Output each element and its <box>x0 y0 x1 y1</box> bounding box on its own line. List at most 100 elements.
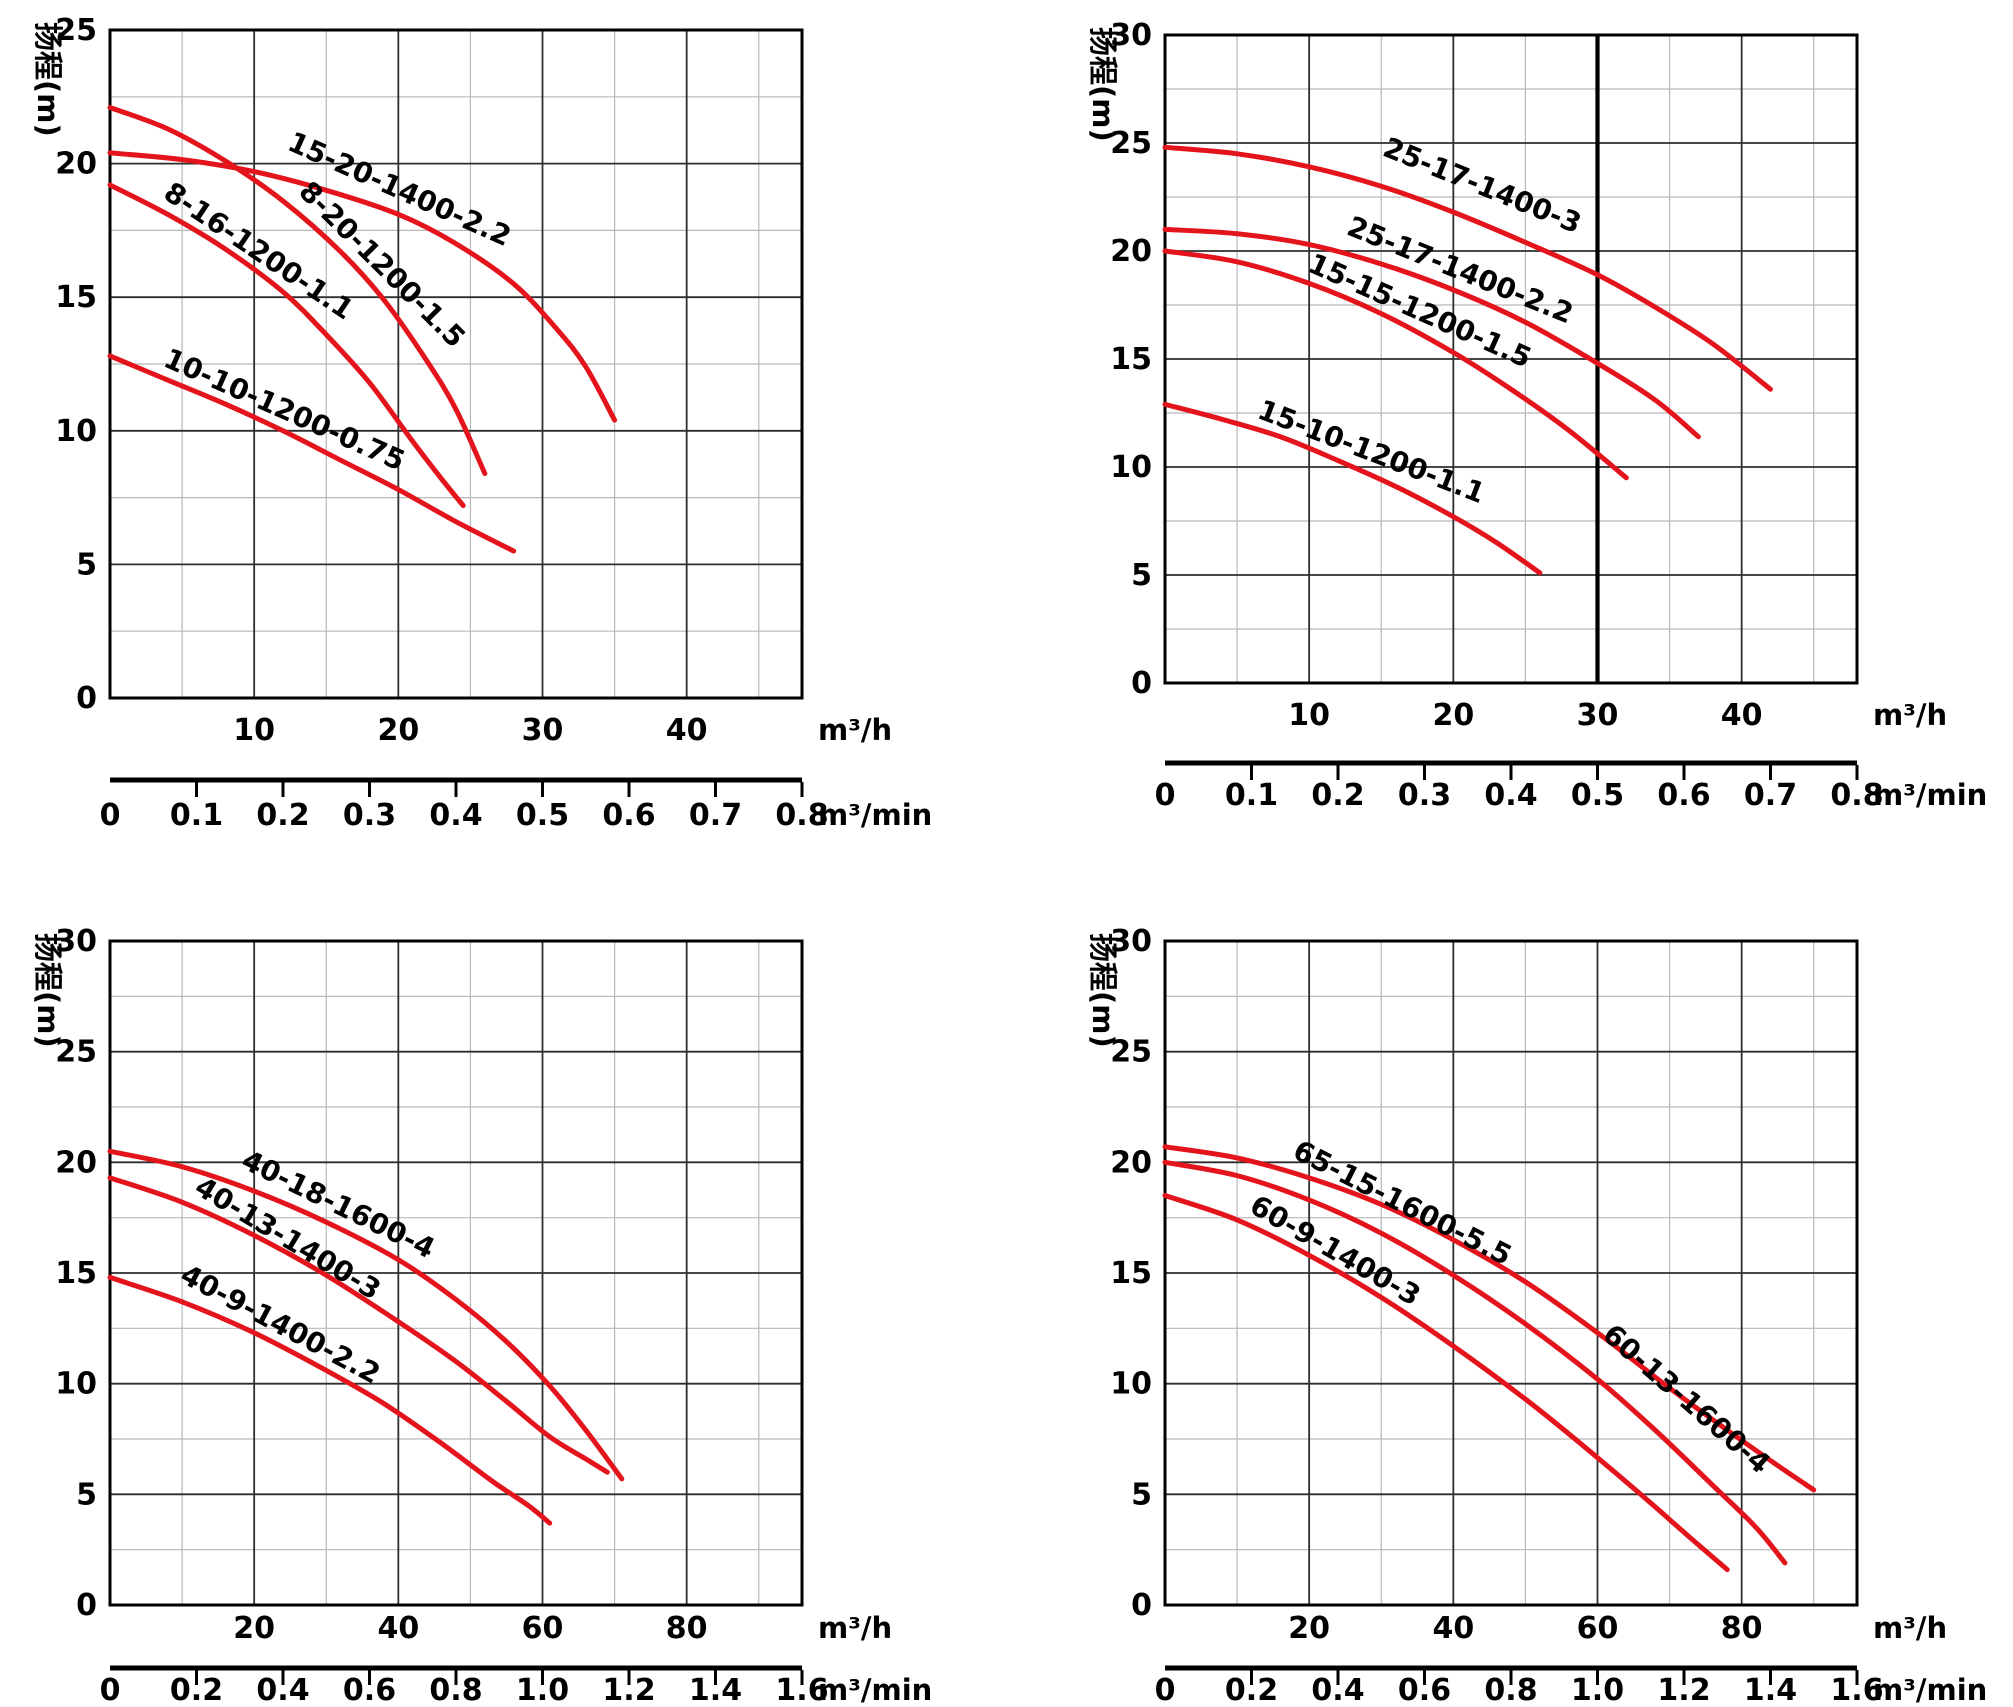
y-tick-label-15: 15 <box>55 280 97 315</box>
y-tick-label-0: 0 <box>76 681 97 716</box>
y-tick-label-30: 30 <box>1110 18 1152 53</box>
secondary-tick-label-0.6: 0.6 <box>602 798 655 833</box>
y-tick-label-15: 15 <box>1110 342 1152 377</box>
y-axis-title: 扬程(m) <box>1086 933 1120 1048</box>
x-tick-label-30: 30 <box>522 713 564 748</box>
pump-curve-plot-bottom-left: 40-18-1600-440-13-1400-340-9-1400-2.2051… <box>31 924 932 1707</box>
secondary-tick-label-0.2: 0.2 <box>1225 1673 1278 1707</box>
pump-curve-plot-bottom-right: 65-15-1600-5.560-13-1600-460-9-1400-3051… <box>1086 924 1987 1707</box>
y-tick-label-20: 20 <box>55 147 97 182</box>
y-tick-label-10: 10 <box>1110 450 1152 485</box>
secondary-tick-label-1.4: 1.4 <box>1744 1673 1797 1707</box>
secondary-tick-label-0.2: 0.2 <box>1311 778 1364 813</box>
plot-frame <box>1163 939 1859 1607</box>
secondary-tick-label-0.1: 0.1 <box>1225 778 1278 813</box>
y-tick-label-10: 10 <box>55 1367 97 1402</box>
y-tick-label-5: 5 <box>76 547 97 582</box>
curve-60-13-1600-4 <box>1162 1159 1788 1566</box>
secondary-tick-label-1.6: 1.6 <box>1830 1673 1883 1707</box>
grid-major <box>110 941 802 1605</box>
secondary-tick-label-0.3: 0.3 <box>1398 778 1451 813</box>
curve-25-17-1400-3 <box>1162 144 1773 392</box>
y-tick-label-25: 25 <box>1110 126 1152 161</box>
y-tick-label-30: 30 <box>1110 924 1152 959</box>
x-unit-primary: m³/h <box>818 713 892 747</box>
curve-65-15-1600-5.5 <box>1162 1144 1817 1493</box>
y-tick-label-5: 5 <box>1131 1477 1152 1512</box>
plot-frame <box>108 939 804 1607</box>
secondary-tick-label-0.6: 0.6 <box>1398 1673 1451 1707</box>
x-tick-label-10: 10 <box>233 713 275 748</box>
chart-top-right: 25-17-1400-3 25-17-1400-2.2 15-15-1200-1.5… <box>1007 0 2013 853</box>
secondary-tick-label-1.0: 1.0 <box>516 1673 569 1707</box>
secondary-tick-label-0: 0 <box>1155 778 1176 813</box>
curve-40-13-1400-3 <box>107 1175 610 1475</box>
x-tick-label-40: 40 <box>377 1611 419 1646</box>
x-tick-label-20: 20 <box>377 713 419 748</box>
x-unit-primary: m³/h <box>818 1611 892 1645</box>
x-tick-label-10: 10 <box>1288 698 1330 733</box>
y-tick-label-25: 25 <box>55 13 97 48</box>
y-tick-label-0: 0 <box>1131 1588 1152 1623</box>
x-tick-label-80: 80 <box>1721 1611 1763 1646</box>
x-unit-secondary: m³/min <box>1873 778 1987 812</box>
chart-bottom-left: 40-18-1600-4 40-13-1400-3 40-9-1400-2.2 0 5 1… <box>0 854 1006 1707</box>
x-tick-label-30: 30 <box>1577 698 1619 733</box>
secondary-tick-label-1.2: 1.2 <box>602 1673 655 1707</box>
curve-15-20-1400-2.2 <box>107 150 618 423</box>
x-unit-secondary: m³/min <box>818 1673 932 1707</box>
y-tick-label-30: 30 <box>55 924 97 959</box>
x-tick-label-40: 40 <box>1721 698 1763 733</box>
secondary-tick-label-0.8: 0.8 <box>429 1673 482 1707</box>
y-tick-label-20: 20 <box>55 1145 97 1180</box>
secondary-tick-label-0.7: 0.7 <box>689 798 742 833</box>
plot-frame <box>108 28 804 700</box>
secondary-tick-label-0: 0 <box>100 798 121 833</box>
y-tick-label-25: 25 <box>1110 1035 1152 1070</box>
secondary-tick-label-1.0: 1.0 <box>1571 1673 1624 1707</box>
curve-label-10-10-1200-0.75: 10-10-1200-0.75 <box>159 342 410 478</box>
secondary-tick-label-1.2: 1.2 <box>1657 1673 1710 1707</box>
curve-60-9-1400-3 <box>1162 1193 1730 1573</box>
y-axis-title: 扬程(m) <box>1086 27 1120 142</box>
secondary-tick-label-0.4: 0.4 <box>1311 1673 1364 1707</box>
y-tick-label-10: 10 <box>55 414 97 449</box>
curve-40-18-1600-4 <box>107 1148 625 1482</box>
y-tick-label-15: 15 <box>55 1256 97 1291</box>
curve-40-9-1400-2.2 <box>107 1274 553 1526</box>
secondary-tick-label-1.4: 1.4 <box>689 1673 742 1707</box>
y-tick-label-20: 20 <box>1110 1145 1152 1180</box>
y-tick-label-5: 5 <box>76 1477 97 1512</box>
x-tick-label-40: 40 <box>666 713 708 748</box>
x-unit-secondary: m³/min <box>818 798 932 832</box>
chart-bottom-right: 65-15-1600-5.5 60-13-1600-4 60-9-1400-3 0 5 1… <box>1007 854 2013 1707</box>
curve-15-10-1200-1.1 <box>1162 401 1543 576</box>
y-tick-label-0: 0 <box>1131 666 1152 701</box>
secondary-tick-label-0.7: 0.7 <box>1744 778 1797 813</box>
secondary-tick-label-0.5: 0.5 <box>516 798 569 833</box>
secondary-tick-label-0.6: 0.6 <box>1657 778 1710 813</box>
x-tick-label-40: 40 <box>1432 1611 1474 1646</box>
curve-8-16-1200-1.1 <box>107 182 466 509</box>
grid-major <box>110 30 802 698</box>
secondary-tick-label-0.8: 0.8 <box>775 798 828 833</box>
secondary-tick-label-0.2: 0.2 <box>170 1673 223 1707</box>
x-tick-label-20: 20 <box>1432 698 1474 733</box>
x-tick-label-80: 80 <box>666 1611 708 1646</box>
y-tick-label-15: 15 <box>1110 1256 1152 1291</box>
curve-10-10-1200-0.75 <box>107 353 517 554</box>
secondary-tick-label-0.8: 0.8 <box>1830 778 1883 813</box>
secondary-tick-label-0.4: 0.4 <box>1484 778 1537 813</box>
pump-curve-plot-top-right: 25-17-1400-325-17-1400-2.215-15-1200-1.5… <box>1086 18 1987 813</box>
chart-top-left: 15-20-1400-2.2 8-20-1200-1.5 8-16-1200-1.1… <box>0 0 1006 853</box>
secondary-tick-label-1.6: 1.6 <box>775 1673 828 1707</box>
secondary-tick-label-0.4: 0.4 <box>429 798 482 833</box>
x-tick-label-20: 20 <box>233 1611 275 1646</box>
x-unit-secondary: m³/min <box>1873 1673 1987 1707</box>
secondary-tick-label-0.1: 0.1 <box>170 798 223 833</box>
x-unit-primary: m³/h <box>1873 698 1947 732</box>
x-tick-label-60: 60 <box>1577 1611 1619 1646</box>
secondary-tick-label-0.6: 0.6 <box>343 1673 396 1707</box>
curve-25-17-1400-2.2 <box>1162 226 1701 440</box>
